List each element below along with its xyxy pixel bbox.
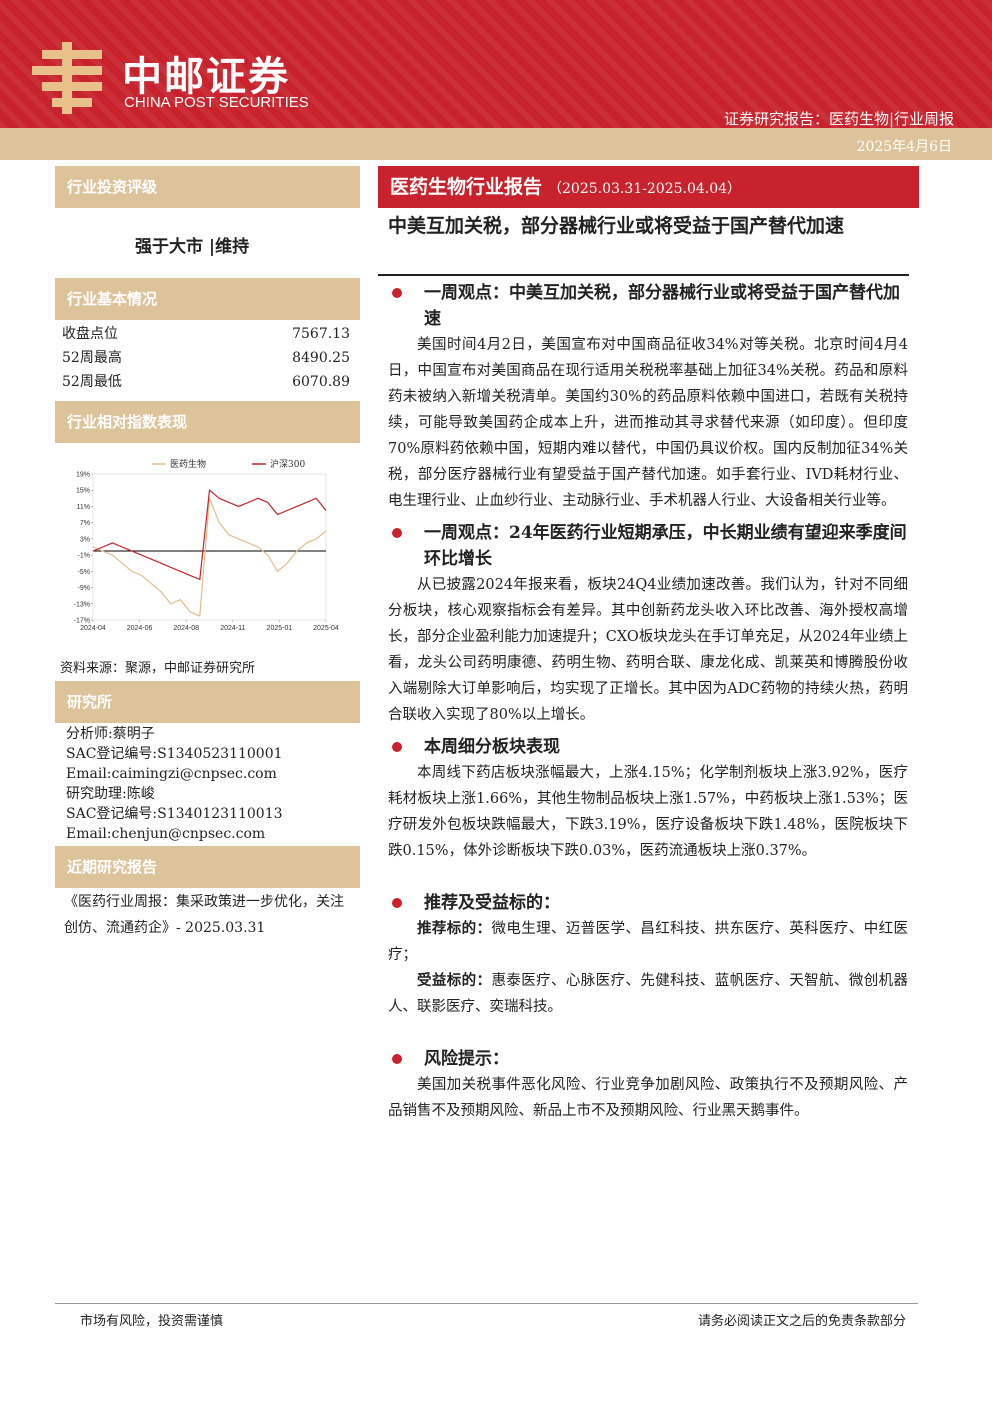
section: 风险提示： 美国加关税事件恶化风险、行业竞争加剧风险、政策执行不及预期风险、产品销… — [388, 1046, 908, 1124]
section: 推荐及受益标的： 推荐标的：微电生理、迈普医学、昌红科技、拱东医疗、英科医疗、中… — [388, 890, 908, 1020]
paragraph: 受益标的：惠泰医疗、心脉医疗、先健科技、蓝帆医疗、天智航、微创机器人、联影医疗、… — [388, 968, 908, 1020]
headline: 中美互加关税，部分器械行业或将受益于国产替代加速 — [388, 215, 845, 237]
paragraph: 美国时间4月2日，美国宣布对中国商品征收34%对等关税。北京时间4月4日，中国宣… — [388, 337, 908, 509]
y-tick-label: 3% — [80, 536, 90, 543]
section-heading: 风险提示： — [388, 1046, 908, 1072]
label: 受益标的： — [417, 972, 492, 989]
x-tick-label: 2025-04 — [313, 625, 339, 632]
section-title: 行业基本情况 — [55, 278, 360, 320]
section-heading: 一周观点：中美互加关税，部分器械行业或将受益于国产替代加速 — [388, 280, 908, 332]
basics-row: 52周最高 8490.25 — [62, 346, 350, 370]
value: 6070.89 — [292, 374, 350, 390]
x-tick-label: 2024-04 — [80, 625, 106, 632]
section-title: 近期研究报告 — [55, 846, 360, 888]
plot-frame — [92, 473, 327, 621]
analyst-line: Email:chenjun@cnpsec.com — [66, 826, 266, 842]
basics-row: 52周最低 6070.89 — [62, 370, 350, 394]
header-band: 中邮证券 CHINA POST SECURITIES 证券研究报告：医药生物|行… — [0, 0, 992, 128]
legend-label: 医药生物 — [170, 458, 206, 470]
value: 8490.25 — [292, 350, 350, 366]
y-tick-label: -9% — [78, 585, 90, 592]
source: 资料来源：聚源，中邮证券研究所 — [60, 661, 256, 676]
x-tick-label: 2025-01 — [267, 625, 293, 632]
section: 本周细分板块表现本周线下药店板块涨幅最大，上涨4.15%；化学制剂板块上涨3.9… — [388, 734, 908, 864]
paragraph: 从已披露2024年报来看，板块24Q4业绩加速改善。我们认为，针对不同细分板块，… — [388, 577, 908, 723]
rating: 强于大市 |维持 — [135, 237, 250, 257]
date: 2025年4月6日 — [856, 139, 952, 155]
paragraph: 推荐标的：微电生理、迈普医学、昌红科技、拱东医疗、英科医疗、中红医疗； — [388, 916, 908, 968]
logo-icon — [32, 42, 102, 114]
body: 一周观点：中美互加关税，部分器械行业或将受益于国产替代加速 美国时间4月2日，美国… — [388, 280, 908, 1130]
x-tick-label: 2024-08 — [173, 625, 199, 632]
y-tick-label: 11% — [77, 504, 91, 511]
label: 52周最高 — [62, 350, 122, 366]
logo-en: CHINA POST SECURITIES — [124, 94, 309, 111]
section-title: 行业投资评级 — [55, 166, 360, 208]
y-tick-label: 15% — [76, 488, 90, 495]
label: 推荐标的： — [417, 920, 492, 937]
date-strip: 2025年4月6日 — [0, 128, 992, 160]
legend-label: 沪深300 — [270, 458, 305, 470]
series-line — [92, 498, 327, 617]
y-tick-label: 19% — [76, 472, 90, 479]
logo-cn: 中邮证券 — [122, 54, 290, 100]
paragraph: 美国加关税事件恶化风险、行业竞争加剧风险、政策执行不及预期风险、产品销售不及预期… — [388, 1077, 908, 1119]
basics-row: 收盘点位 7567.13 — [62, 322, 350, 346]
section: 一周观点：中美互加关税，部分器械行业或将受益于国产替代加速 美国时间4月2日，美国… — [388, 280, 908, 514]
x-tick-label: 2024-06 — [127, 625, 153, 632]
section: 一周观点：24年医药行业短期承压，中长期业绩有望迎来季度间环比增长 从已披露202… — [388, 520, 908, 728]
section-title: 研究所 — [55, 681, 360, 723]
x-tick-label: 2024-11 — [220, 625, 245, 632]
basics-table: 收盘点位 7567.13 52周最高 8490.25 52周最低 6070.89 — [62, 322, 350, 394]
y-tick-label: -1% — [78, 553, 90, 560]
analyst-line: 研究助理:陈峻 — [66, 786, 155, 802]
footer-right: 请务必阅读正文之后的免责条款部分 — [697, 1314, 906, 1329]
value: 7567.13 — [292, 326, 350, 342]
y-tick-label: -13% — [74, 601, 90, 608]
text: 惠泰医疗、心脉医疗、先健科技、蓝帆医疗、天智航、微创机器人、联影医疗、奕瑞科技。 — [388, 973, 908, 1015]
period: （2025.03.31-2025.04.04） — [548, 181, 742, 197]
report-title: 医药生物行业报告 — [390, 176, 543, 198]
analyst-line: SAC登记编号:S1340523110001 — [66, 746, 283, 762]
y-tick-label: -5% — [78, 569, 90, 576]
text: 微电生理、迈普医学、昌红科技、拱东医疗、英科医疗、中红医疗； — [388, 921, 908, 963]
label: 收盘点位 — [62, 326, 118, 342]
rule — [378, 274, 909, 276]
y-tick-label: 7% — [80, 520, 90, 527]
report-banner: 医药生物行业报告 （2025.03.31-2025.04.04） — [378, 166, 919, 208]
paragraph: 本周线下药店板块涨幅最大，上涨4.15%；化学制剂板块上涨3.92%，医疗耗材板… — [388, 765, 908, 859]
recent-report: 《医药行业周报：集采政策进一步优化，关注创仿、流通药企》- 2025.03.31 — [64, 894, 344, 936]
breadcrumb: 证券研究报告：医药生物|行业周报 — [723, 110, 954, 128]
footer-left: 市场有风险，投资需谨慎 — [80, 1314, 224, 1329]
label: 52周最低 — [62, 374, 122, 390]
analyst-line: 分析师:蔡明子 — [66, 726, 155, 742]
analyst-line: SAC登记编号:S1340123110013 — [66, 806, 283, 822]
section-heading: 推荐及受益标的： — [388, 890, 908, 916]
section-heading: 一周观点：24年医药行业短期承压，中长期业绩有望迎来季度间环比增长 — [388, 520, 908, 572]
series-line — [92, 489, 327, 581]
footer-rule — [55, 1303, 918, 1304]
index-chart: 19% 15% 11% 7% 3% -1% -5% -9% -13% -17%2024-04 202… — [74, 458, 339, 632]
section-title: 行业相对指数表现 — [55, 401, 360, 443]
analysts: 分析师:蔡明子 SAC登记编号:S1340523110001 Email:cai… — [66, 724, 283, 844]
y-tick-label: -17% — [74, 618, 90, 625]
analyst-line: Email:caimingzi@cnpsec.com — [66, 766, 277, 782]
section-heading: 本周细分板块表现 — [388, 734, 908, 760]
